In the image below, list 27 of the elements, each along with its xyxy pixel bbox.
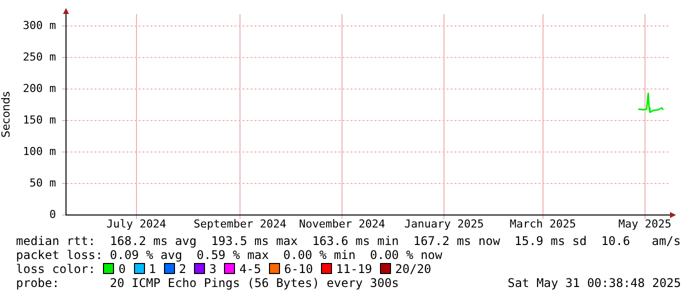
y-tick-label: 250 m bbox=[22, 50, 56, 64]
y-tick-label: 300 m bbox=[22, 18, 56, 32]
text: 1 bbox=[148, 262, 156, 276]
x-tick-label: November 2024 bbox=[299, 217, 386, 230]
text: median rtt: 168.2 ms avg 193.5 ms max 163.6 ms min 167.2 ms now 15.9 ms sd 10.6 am/s bbox=[16, 234, 681, 248]
y-axis-title: Seconds bbox=[0, 91, 12, 138]
y-tick-label: 50 m bbox=[30, 176, 56, 190]
y-tick-label: 0 bbox=[49, 208, 56, 221]
text: 6-10 bbox=[284, 262, 314, 276]
text: 20/20 bbox=[395, 262, 432, 276]
text: packet loss: 0.09 % avg 0.59 % max 0.00 % min 0.00 % now bbox=[16, 248, 442, 262]
x-tick-label: January 2025 bbox=[404, 217, 484, 230]
text: loss color: bbox=[16, 262, 96, 276]
y-tick-label: 200 m bbox=[22, 82, 56, 95]
text: 2 bbox=[178, 262, 186, 276]
text: probe: 20 ICMP Echo Pings (56 Bytes) every 300s bbox=[16, 276, 399, 290]
text: 3 bbox=[209, 262, 216, 276]
text: Sat May 31 00:38:48 2025 bbox=[508, 276, 681, 290]
y-tick-label: 150 m bbox=[22, 113, 56, 126]
y-tick-label: 100 m bbox=[22, 144, 56, 158]
text: 11-19 bbox=[336, 262, 372, 276]
x-tick-label: September 2024 bbox=[194, 217, 287, 230]
text: 0 bbox=[118, 262, 126, 276]
text: 4-5 bbox=[239, 262, 262, 276]
x-tick-label: May 2025 bbox=[618, 217, 672, 230]
x-tick-label: March 2025 bbox=[510, 217, 576, 230]
x-tick-label: July 2024 bbox=[106, 217, 166, 230]
